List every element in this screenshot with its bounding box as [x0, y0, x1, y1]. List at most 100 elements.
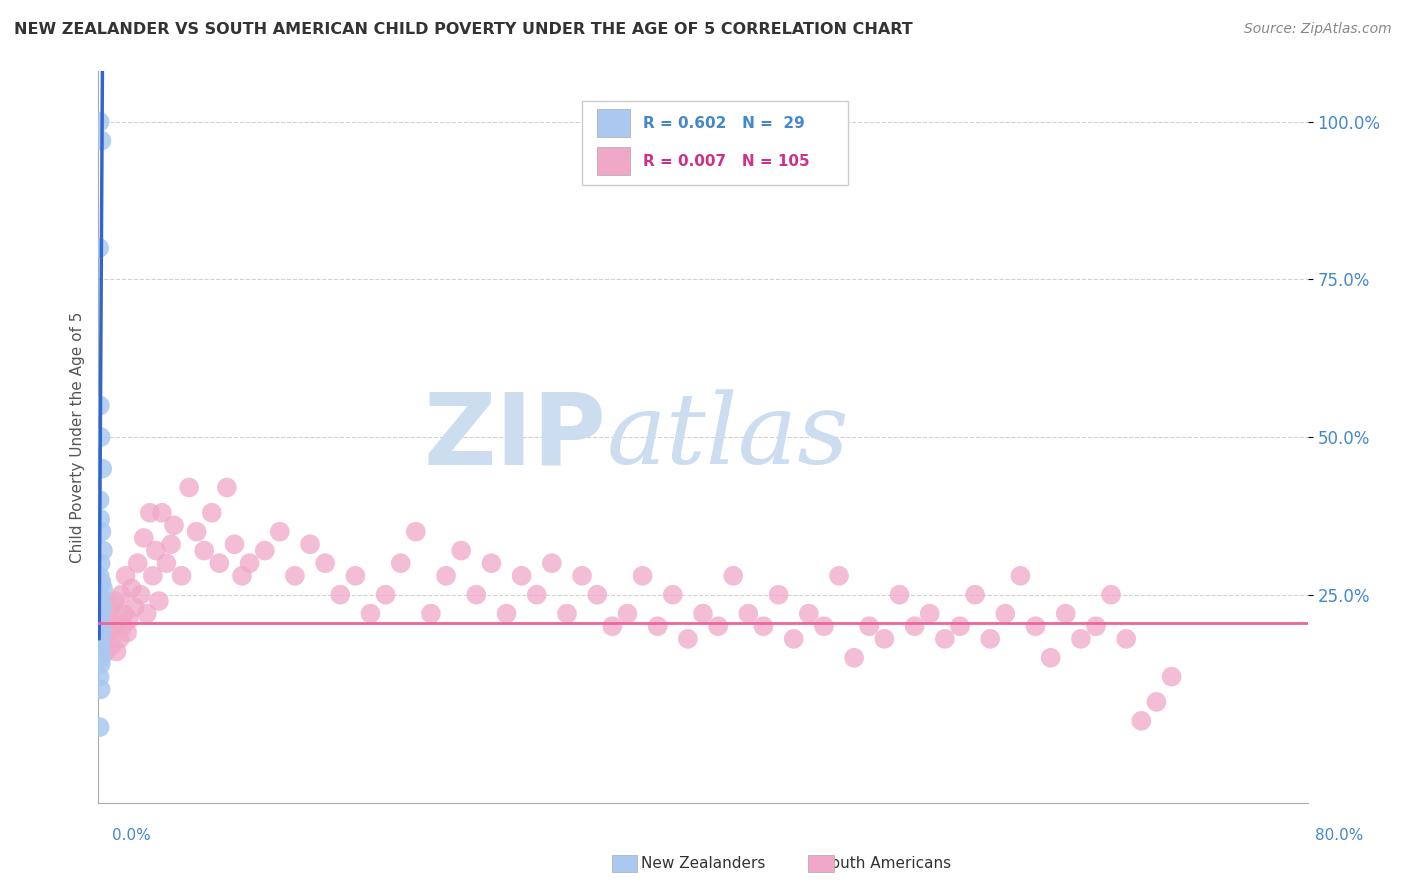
- Point: [90, 556, 112, 570]
- Point: [160, 537, 183, 551]
- Point: [828, 569, 851, 583]
- Point: [661, 588, 683, 602]
- Point: [90, 619, 112, 633]
- Point: [344, 569, 367, 583]
- Point: [142, 569, 165, 583]
- Point: [1115, 632, 1137, 646]
- Point: [994, 607, 1017, 621]
- Point: [90, 657, 112, 671]
- Point: [1130, 714, 1153, 728]
- Point: [329, 588, 352, 602]
- Point: [813, 619, 835, 633]
- Point: [481, 556, 503, 570]
- Point: [89, 644, 111, 658]
- Point: [586, 588, 609, 602]
- Point: [124, 600, 146, 615]
- Point: [284, 569, 307, 583]
- Point: [170, 569, 193, 583]
- Point: [1054, 607, 1077, 621]
- Point: [89, 569, 111, 583]
- Point: [91, 600, 114, 615]
- Point: [1099, 588, 1122, 602]
- Point: [104, 594, 127, 608]
- Point: [420, 607, 443, 621]
- Point: [269, 524, 291, 539]
- Point: [676, 632, 699, 646]
- Point: [389, 556, 412, 570]
- Point: [299, 537, 322, 551]
- Point: [737, 607, 759, 621]
- Point: [89, 493, 111, 508]
- Point: [602, 619, 624, 633]
- Point: [96, 613, 118, 627]
- Point: [91, 632, 114, 646]
- Point: [555, 607, 578, 621]
- Point: [450, 543, 472, 558]
- Point: [91, 543, 114, 558]
- Point: [90, 638, 112, 652]
- Point: [434, 569, 457, 583]
- Point: [105, 644, 128, 658]
- Point: [179, 481, 201, 495]
- Point: [89, 670, 111, 684]
- Text: atlas: atlas: [606, 390, 849, 484]
- Point: [918, 607, 941, 621]
- Point: [360, 607, 382, 621]
- Point: [239, 556, 262, 570]
- Point: [115, 625, 138, 640]
- Point: [118, 613, 141, 627]
- Point: [707, 619, 730, 633]
- Point: [752, 619, 775, 633]
- Point: [510, 569, 533, 583]
- Point: [89, 512, 111, 526]
- Point: [90, 594, 112, 608]
- Point: [163, 518, 186, 533]
- Point: [1039, 650, 1062, 665]
- Point: [89, 588, 111, 602]
- Point: [495, 607, 517, 621]
- Point: [979, 632, 1001, 646]
- Point: [132, 531, 155, 545]
- Point: [540, 556, 562, 570]
- Point: [208, 556, 231, 570]
- Point: [1010, 569, 1032, 583]
- Point: [571, 569, 593, 583]
- Point: [90, 682, 112, 697]
- Point: [201, 506, 224, 520]
- Point: [111, 619, 134, 633]
- Point: [112, 607, 135, 621]
- Point: [253, 543, 276, 558]
- Point: [844, 650, 866, 665]
- FancyBboxPatch shape: [596, 110, 630, 137]
- Point: [768, 588, 790, 602]
- Point: [934, 632, 956, 646]
- Point: [127, 556, 149, 570]
- Text: R = 0.602   N =  29: R = 0.602 N = 29: [643, 116, 804, 131]
- Point: [965, 588, 987, 602]
- Point: [90, 607, 112, 621]
- Point: [465, 588, 488, 602]
- Point: [114, 569, 136, 583]
- Point: [121, 582, 143, 596]
- Point: [89, 720, 111, 734]
- Point: [101, 638, 124, 652]
- Point: [94, 644, 117, 658]
- Point: [224, 537, 246, 551]
- Point: [949, 619, 972, 633]
- Point: [723, 569, 745, 583]
- Point: [783, 632, 806, 646]
- Point: [103, 619, 125, 633]
- Point: [90, 430, 112, 444]
- Point: [90, 524, 112, 539]
- Point: [100, 600, 122, 615]
- Point: [1024, 619, 1046, 633]
- FancyBboxPatch shape: [596, 147, 630, 175]
- Point: [135, 607, 157, 621]
- Point: [193, 543, 215, 558]
- Point: [692, 607, 714, 621]
- Point: [145, 543, 167, 558]
- Y-axis label: Child Poverty Under the Age of 5: Child Poverty Under the Age of 5: [69, 311, 84, 563]
- Point: [89, 241, 111, 255]
- Point: [526, 588, 548, 602]
- Point: [904, 619, 927, 633]
